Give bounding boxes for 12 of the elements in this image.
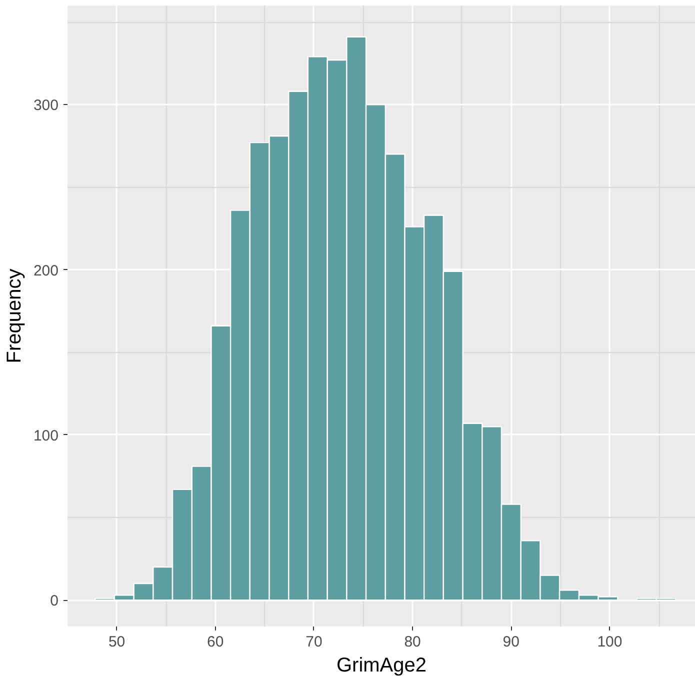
y-tick-label: 0: [50, 592, 58, 610]
x-tick-label: 70: [306, 634, 322, 650]
x-axis-title: GrimAge2: [336, 654, 427, 676]
x-tick-label: 80: [404, 634, 421, 650]
y-tick-label: 300: [33, 97, 59, 114]
y-tick-label: 200: [33, 262, 59, 280]
y-axis-title: Frequency: [3, 268, 26, 364]
x-tick-label: 90: [502, 634, 520, 650]
x-tick-label: 50: [108, 634, 126, 650]
y-tick-label: 100: [33, 427, 59, 444]
x-tick-label: 60: [207, 634, 224, 650]
x-tick-label: 100: [597, 634, 622, 650]
